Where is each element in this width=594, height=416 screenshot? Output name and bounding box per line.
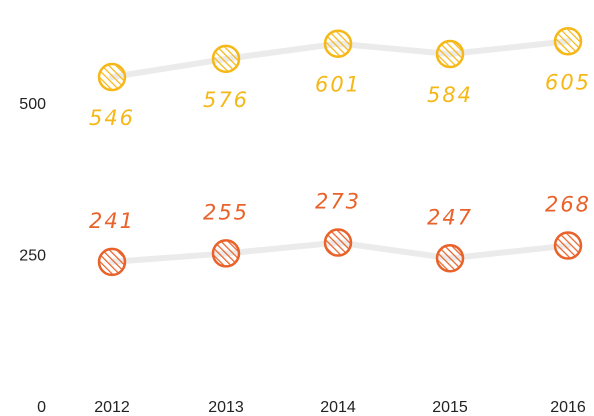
data-label: 273: [315, 190, 361, 214]
data-label: 601: [315, 73, 361, 97]
point-marker: [553, 231, 583, 260]
data-label: 546: [89, 106, 135, 130]
point-marker: [435, 244, 465, 273]
point-marker: [553, 27, 583, 56]
y-tick-label: 250: [19, 248, 46, 265]
point-marker: [323, 29, 353, 58]
x-tick-label: 2016: [550, 399, 586, 416]
data-label: 255: [203, 200, 249, 224]
point-marker: [97, 247, 127, 277]
data-label: 605: [545, 70, 591, 94]
data-label: 584: [427, 83, 473, 107]
x-tick-label: 2012: [94, 399, 130, 416]
data-label: 241: [89, 209, 135, 233]
x-tick-label: 2015: [432, 399, 468, 416]
y-tick-label: 500: [19, 96, 46, 113]
y-tick-label: 0: [37, 399, 46, 416]
x-tick-label: 2013: [208, 399, 244, 416]
point-marker: [435, 39, 465, 69]
data-label: 576: [203, 88, 249, 112]
point-marker: [97, 62, 127, 92]
point-marker: [211, 44, 241, 74]
x-tick-label: 2014: [320, 399, 356, 416]
data-label: 247: [427, 205, 473, 229]
data-label: 268: [545, 193, 591, 217]
point-marker: [211, 239, 241, 268]
point-marker: [323, 228, 353, 257]
